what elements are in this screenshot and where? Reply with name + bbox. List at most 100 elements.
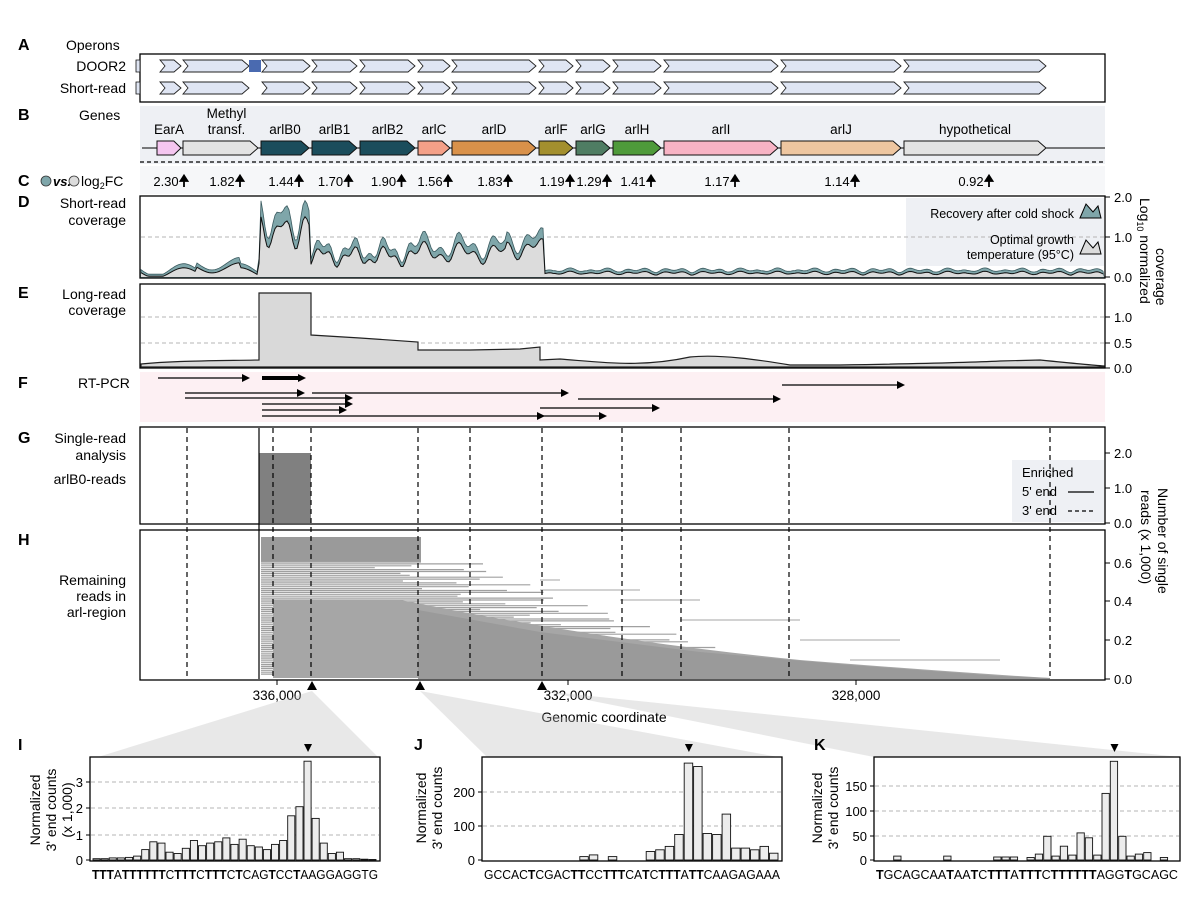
bar xyxy=(108,857,117,861)
bar xyxy=(655,849,665,861)
bar xyxy=(702,833,713,861)
gene-label: hypothetical xyxy=(939,122,1011,137)
y-tick-label: 100 xyxy=(453,819,475,834)
y-tick-label: 200 xyxy=(453,785,475,800)
bar xyxy=(262,849,271,861)
long-read-coverage-area xyxy=(140,292,1105,368)
bar xyxy=(1118,835,1127,861)
log2fc-value: 1.82 xyxy=(209,174,234,189)
y-tick-label: 0.0 xyxy=(1114,516,1132,531)
bar xyxy=(165,851,174,861)
panel-c: C vs. log2FC 2.30 1.82 1.44 1.70 1.90 1.56 1.8… xyxy=(18,166,1105,194)
log2fc-value: 1.44 xyxy=(268,174,293,189)
bar xyxy=(238,838,247,861)
panel-letter-e: E xyxy=(18,285,29,302)
operon-segment xyxy=(780,59,902,73)
bar xyxy=(1101,792,1110,861)
panel-d: D Short-read coverage Recovery after col… xyxy=(18,190,1132,285)
panel-letter-c: C xyxy=(18,173,30,190)
legend-3-end-label: 3' end xyxy=(1022,503,1057,518)
y-tick-label: 1.0 xyxy=(1114,481,1132,496)
operon-segment xyxy=(612,81,662,95)
bar xyxy=(579,856,589,861)
zoom-marker-k-icon xyxy=(537,681,547,690)
operon-segment xyxy=(261,59,311,73)
gene-label: arlJ xyxy=(830,122,852,137)
enriched-legend-title: Enriched xyxy=(1022,465,1073,480)
gene-arrow-arlf xyxy=(538,140,574,156)
single-read-title-1: Single-read xyxy=(54,430,126,446)
log2fc-value: 0.92 xyxy=(958,174,983,189)
remaining-reads-title-1: Remaining xyxy=(59,572,126,588)
chart-k: 150 100 50 0 TGCAGCAATAATCTTTATTTCTTTTTTAGGT… xyxy=(845,744,1181,882)
bar xyxy=(1084,837,1094,861)
operon-segment xyxy=(311,59,358,73)
bar xyxy=(693,766,703,861)
j-y-label-2: 3' end counts xyxy=(429,767,445,850)
operon-segment xyxy=(159,81,182,95)
bar xyxy=(1076,832,1085,861)
enriched-legend-box xyxy=(1012,460,1104,522)
sequence-label: TTTATTTTTTCTTTCTTTCTCAGTCCTAAGGAGGTG xyxy=(92,868,378,882)
gene-arrow-arlb0 xyxy=(260,140,310,156)
panel-g: G Single-read analysis arlB0-reads Enric… xyxy=(18,426,1132,531)
gene-arrow-arlb2 xyxy=(359,140,416,156)
operon-segment xyxy=(663,59,779,73)
chart-j: 200 100 0 GCCACTCGACTTCCTTTCATCTTTATTCAAGAG… xyxy=(453,744,783,882)
bar xyxy=(100,858,109,861)
bar xyxy=(674,834,684,861)
operon-boundary xyxy=(249,60,261,72)
operon-segment xyxy=(182,59,250,73)
series-optimal-area xyxy=(141,216,1104,277)
bar xyxy=(1051,855,1060,861)
gene-arrow-arlb1 xyxy=(311,140,358,156)
panel-i: I Normalized 3' end counts (x 1,000) 3 2 1… xyxy=(18,737,381,882)
rt-pcr-title: RT-PCR xyxy=(78,375,130,391)
remaining-reads-title-3: arl-region xyxy=(67,604,126,620)
gene-arrow-arlg xyxy=(575,140,611,156)
operon-segment xyxy=(359,59,416,73)
panel-j: J Normalized 3' end counts 200 100 0 GCCACT… xyxy=(413,737,783,882)
rt-pcr-arrowhead-icon xyxy=(298,374,306,382)
gene-label: arlC xyxy=(422,122,447,137)
y-tick-label: 2.0 xyxy=(1114,446,1132,461)
operon-segment xyxy=(780,81,902,95)
rt-pcr-arrowhead-icon xyxy=(773,395,781,403)
short-read-label: Short-read xyxy=(60,80,126,96)
series-optimal-line xyxy=(140,215,1104,277)
gene-arrow-arlj xyxy=(780,140,902,156)
remaining-reads-title-2: reads in xyxy=(76,588,126,604)
log2fc-value: 1.19 xyxy=(539,174,564,189)
bar xyxy=(1026,857,1035,861)
bar xyxy=(319,842,328,861)
bar xyxy=(683,762,694,861)
operon-row-short-read xyxy=(135,81,1047,95)
door2-label: DOOR2 xyxy=(76,58,126,74)
y-tick-label: 0 xyxy=(860,853,867,868)
bar xyxy=(731,847,741,861)
up-arrow-icon xyxy=(442,173,454,187)
bar xyxy=(721,813,732,861)
gene-label: arlD xyxy=(482,122,507,137)
up-arrow-icon xyxy=(396,173,407,187)
operon-segment xyxy=(903,59,1047,73)
operon-segment xyxy=(575,81,611,95)
bar xyxy=(645,851,656,861)
log2fc-values: 2.30 1.82 1.44 1.70 1.90 1.56 1.83 1.19 1.29 1.41… xyxy=(153,173,995,189)
i-y-label-1: Normalized xyxy=(27,775,43,846)
legend-cold-shock-label: Recovery after cold shock xyxy=(930,207,1075,221)
bar xyxy=(287,815,296,861)
bar xyxy=(1001,856,1010,861)
y-tick-label: 0.6 xyxy=(1114,556,1132,571)
sequence-label: TGCAGCAATAATCTTTATTTCTTTTTTAGGTGCAGC xyxy=(876,868,1178,882)
up-arrow-icon xyxy=(983,173,995,187)
log2fc-value: 1.70 xyxy=(318,174,343,189)
gene-arrow-arlc xyxy=(417,140,451,156)
panel-letter-i: I xyxy=(18,737,22,754)
panel-e: E Long-read coverage 1.0 0.5 0.0 Log10 nor… xyxy=(18,198,1169,376)
bar xyxy=(740,847,751,861)
legend-cold-shock-icon xyxy=(1079,203,1102,219)
bar xyxy=(607,856,618,861)
rt-pcr-arrowhead-icon xyxy=(297,389,305,397)
gene-arrow-eara xyxy=(156,140,182,156)
